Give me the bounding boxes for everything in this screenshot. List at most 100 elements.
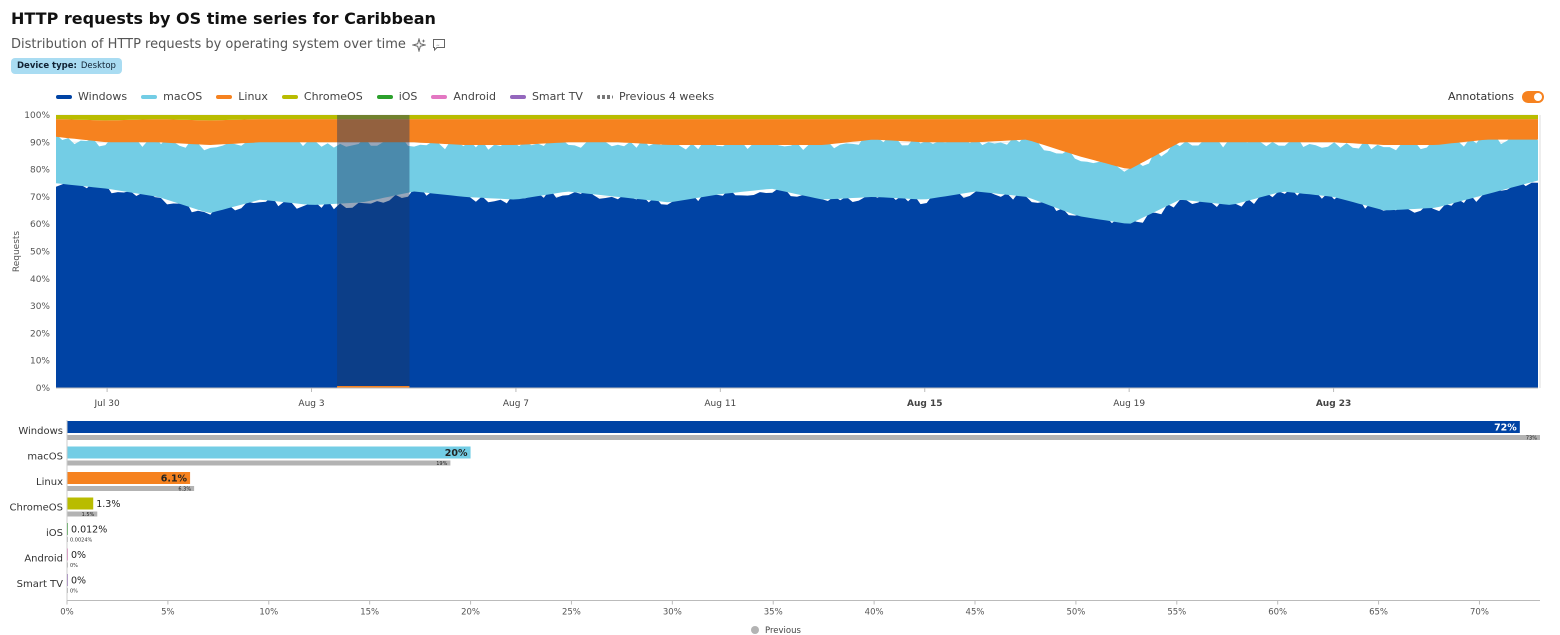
- bar-category-label: Smart TV: [17, 579, 64, 590]
- y-tick-label: 0%: [36, 384, 51, 394]
- y-tick-label: 10%: [30, 357, 50, 367]
- bar-previous-value-label: 73%: [1526, 436, 1537, 442]
- bar-current-value-label: 72%: [1494, 423, 1517, 434]
- bar-x-tick-label: 35%: [764, 608, 783, 618]
- legend-item-ios[interactable]: iOS: [376, 90, 418, 103]
- bar-x-tick-label: 25%: [562, 608, 581, 618]
- legend-item-android[interactable]: Android: [431, 90, 496, 103]
- area-series-macos: [56, 134, 1538, 224]
- legend-swatch: [509, 94, 526, 99]
- bar-current: [67, 421, 1520, 433]
- bar-x-tick-label: 45%: [966, 608, 985, 618]
- bar-current: [67, 497, 94, 510]
- legend-label: iOS: [398, 90, 418, 103]
- annotations-label: Annotations: [1447, 90, 1514, 103]
- bar-previous-value-label: 0%: [70, 589, 78, 595]
- bar-x-tick-label: 70%: [1470, 608, 1489, 618]
- legend-label: macOS: [163, 90, 203, 103]
- legend-label: Linux: [238, 90, 268, 103]
- x-tick-label: Aug 19: [1113, 399, 1145, 409]
- legend-swatch: [431, 94, 448, 99]
- legend-swatch: [216, 94, 233, 99]
- feedback-icon[interactable]: ,,: [432, 38, 446, 52]
- bar-category-label: Linux: [36, 477, 63, 488]
- bar-x-tick-label: 55%: [1167, 608, 1186, 618]
- highlight-range: [337, 115, 410, 388]
- legend-label: Smart TV: [531, 90, 583, 103]
- bar-x-tick-label: 20%: [461, 608, 480, 618]
- chart-title: HTTP requests by OS time series for Cari…: [11, 9, 436, 28]
- bar-x-tick-label: 65%: [1369, 608, 1388, 618]
- x-tick-label: Aug 23: [1316, 399, 1351, 409]
- bar-current: [67, 472, 191, 484]
- bar-x-tick-label: 60%: [1268, 608, 1287, 618]
- x-tick-label: Aug 11: [704, 399, 736, 409]
- bar-category-label: iOS: [46, 528, 63, 539]
- bar-previous-value-label: 19%: [436, 461, 447, 467]
- bar-previous: [67, 511, 98, 517]
- y-tick-label: 40%: [30, 275, 50, 285]
- device-type-badge[interactable]: Device type: Desktop: [11, 58, 122, 74]
- bar-current-value-label: 0%: [71, 576, 86, 587]
- y-tick-label: 90%: [30, 138, 50, 148]
- y-tick-label: 100%: [24, 111, 50, 121]
- svg-text:,,: ,,: [436, 41, 440, 47]
- annotations-control: Annotations: [1448, 90, 1544, 103]
- legend-swatch-dashed: [596, 94, 613, 99]
- bar-previous-value-label: 0%: [70, 563, 78, 569]
- area-series-linux: [56, 119, 1538, 169]
- bar-x-tick-label: 15%: [360, 608, 379, 618]
- y-tick-label: 20%: [30, 329, 50, 339]
- bar-category-label: Windows: [18, 426, 63, 437]
- bar-x-tick-label: 40%: [865, 608, 884, 618]
- sparkle-icon[interactable]: [411, 37, 426, 52]
- y-tick-label: 80%: [30, 166, 50, 176]
- legend-swatch: [141, 94, 158, 99]
- bar-previous-value-label: 6.3%: [178, 487, 191, 493]
- legend-item-macos[interactable]: macOS: [141, 90, 202, 103]
- bar-x-tick-label: 50%: [1066, 608, 1085, 618]
- legend-item-linux[interactable]: Linux: [216, 90, 268, 103]
- bar-legend-swatch: [751, 626, 759, 634]
- bar-current-value-label: 6.1%: [161, 474, 188, 485]
- legend-item-previous[interactable]: Previous 4 weeks: [596, 90, 714, 103]
- x-tick-label: Aug 15: [907, 399, 942, 409]
- legend-label: Android: [453, 90, 496, 103]
- bar-current-value-label: 0.012%: [71, 525, 107, 536]
- x-tick-label: Jul 30: [94, 399, 120, 409]
- legend-swatch: [281, 94, 298, 99]
- bar-current-value-label: 1.3%: [96, 499, 120, 510]
- bar-category-label: ChromeOS: [10, 503, 63, 514]
- bar-x-tick-label: 10%: [259, 608, 278, 618]
- bar-category-label: macOS: [27, 452, 63, 463]
- chart-subtitle: Distribution of HTTP requests by operati…: [11, 37, 446, 52]
- bar-x-tick-label: 30%: [663, 608, 682, 618]
- annotations-toggle[interactable]: [1522, 90, 1544, 103]
- legend-swatch: [56, 94, 72, 99]
- area-series-windows: [56, 181, 1538, 388]
- legend-label: ChromeOS: [303, 90, 363, 103]
- area-series-top-remainder: [56, 115, 1538, 118]
- badge-key: Device type:: [17, 61, 77, 71]
- bar-legend: Previous: [751, 626, 801, 635]
- bar-x-tick-label: 0%: [60, 608, 74, 618]
- bar-current-value-label: 0%: [71, 550, 86, 561]
- chart-subtitle-text: Distribution of HTTP requests by operati…: [11, 37, 406, 52]
- bar-category-label: Android: [24, 554, 63, 565]
- bar-previous-value-label: 0.0024%: [70, 538, 92, 544]
- legend-item-smart-tv[interactable]: Smart TV: [509, 90, 583, 103]
- y-tick-label: 60%: [30, 220, 50, 230]
- legend-item-chromeos[interactable]: ChromeOS: [281, 90, 363, 103]
- bar-current: [67, 446, 471, 459]
- y-tick-label: 30%: [30, 302, 50, 312]
- y-tick-label: 50%: [30, 248, 50, 258]
- bar-previous-value-label: 1.5%: [82, 512, 95, 518]
- legend-swatch: [376, 94, 393, 99]
- highlight-range-marker: [337, 386, 410, 388]
- bar-current-value-label: 20%: [445, 448, 468, 459]
- legend-label: Windows: [78, 90, 128, 103]
- bar-previous: [67, 435, 1540, 440]
- legend-item-windows[interactable]: Windows: [56, 90, 127, 103]
- badge-value: Desktop: [80, 61, 116, 71]
- chart-legend: Windows macOS Linux ChromeOS iOS Android…: [56, 90, 714, 103]
